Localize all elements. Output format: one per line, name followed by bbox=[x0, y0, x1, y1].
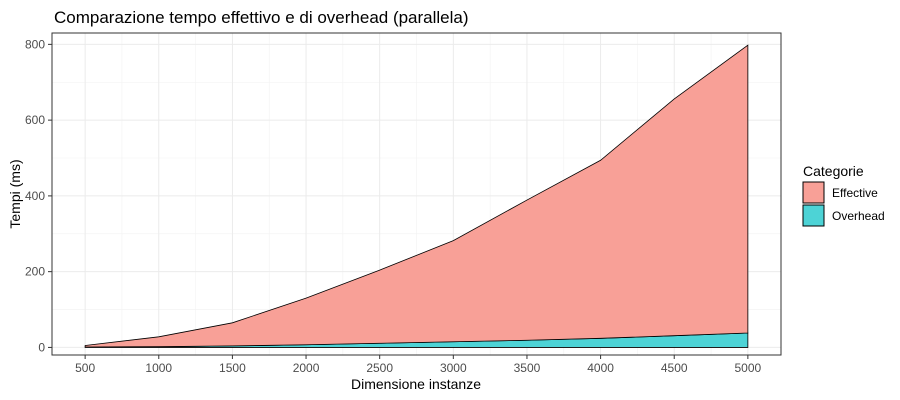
area-layers bbox=[84, 44, 749, 348]
y-axis: 0 200 400 600 800 bbox=[25, 37, 52, 354]
y-tick-label: 400 bbox=[25, 189, 45, 203]
legend: Categorie Effective Overhead bbox=[802, 163, 885, 227]
area-effective bbox=[84, 44, 749, 348]
x-tick-label: 2000 bbox=[293, 361, 320, 375]
y-tick-label: 0 bbox=[38, 340, 45, 354]
x-tick-label: 5000 bbox=[735, 361, 762, 375]
x-tick-label: 4000 bbox=[587, 361, 614, 375]
x-tick-label: 2500 bbox=[366, 361, 393, 375]
legend-title: Categorie bbox=[803, 163, 864, 179]
y-tick-label: 200 bbox=[25, 265, 45, 279]
x-tick-label: 3500 bbox=[514, 361, 541, 375]
x-axis: 500 1000 1500 2000 2500 3000 3500 4000 4500 5000 bbox=[75, 355, 762, 375]
y-tick-label: 600 bbox=[25, 113, 45, 127]
x-tick-label: 4500 bbox=[661, 361, 688, 375]
plot-border bbox=[51, 32, 782, 356]
y-tick-label: 800 bbox=[25, 37, 45, 51]
x-axis-title: Dimensione instanze bbox=[351, 376, 481, 392]
x-tick-label: 3000 bbox=[440, 361, 467, 375]
chart-title: Comparazione tempo effettivo e di overhe… bbox=[54, 8, 469, 27]
x-tick-label: 1500 bbox=[219, 361, 246, 375]
legend-label-effective: Effective bbox=[832, 186, 878, 200]
y-axis-title: Tempi (ms) bbox=[7, 159, 23, 228]
x-tick-label: 1000 bbox=[145, 361, 172, 375]
legend-swatch-overhead bbox=[802, 204, 825, 227]
x-tick-label: 500 bbox=[75, 361, 95, 375]
legend-label-overhead: Overhead bbox=[832, 209, 885, 223]
legend-swatch-effective bbox=[802, 181, 825, 204]
